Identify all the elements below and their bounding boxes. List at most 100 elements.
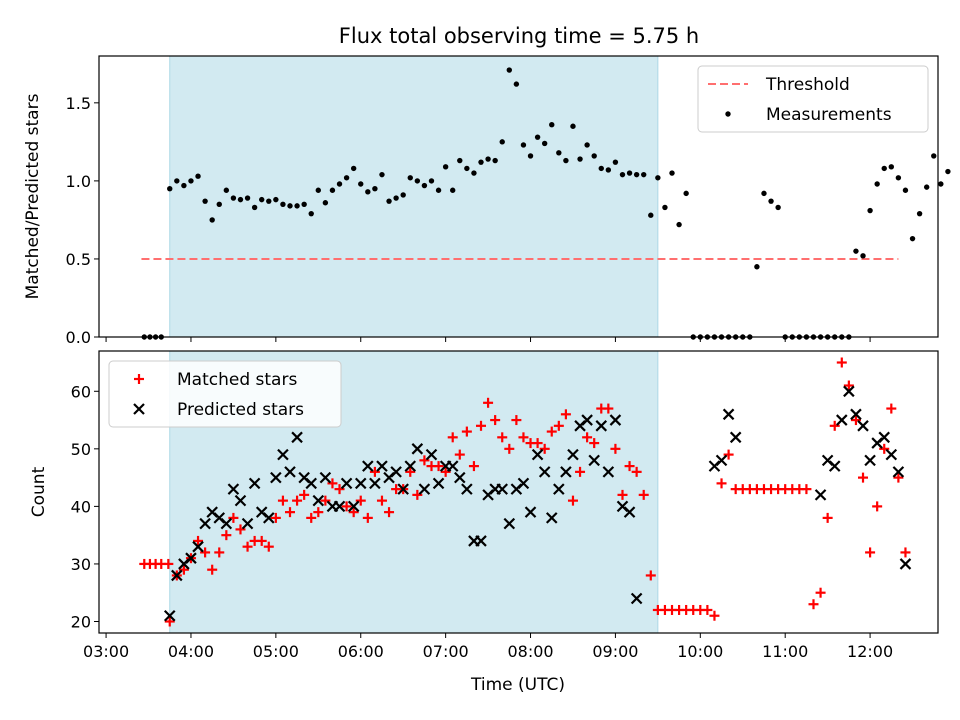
data-point <box>483 397 494 408</box>
data-point <box>900 547 911 558</box>
data-point <box>251 204 258 211</box>
data-point <box>582 432 593 443</box>
data-point <box>623 506 636 518</box>
data-point <box>761 190 767 197</box>
data-point <box>174 178 180 184</box>
data-point <box>538 466 551 478</box>
data-point <box>683 190 689 197</box>
data-point <box>850 415 861 426</box>
data-point <box>428 178 435 184</box>
data-point <box>244 195 251 201</box>
data-point <box>192 540 204 553</box>
series-matched-stars <box>139 357 911 627</box>
x-tick-label: 03:00 <box>83 642 129 661</box>
data-point <box>320 495 331 506</box>
data-point <box>609 414 622 426</box>
data-point <box>563 157 569 164</box>
data-point <box>386 198 392 204</box>
data-point <box>567 448 579 461</box>
data-point <box>655 175 661 181</box>
data-point <box>221 530 232 541</box>
data-point <box>447 432 458 443</box>
legend-label: Predicted stars <box>177 400 304 420</box>
data-point <box>534 134 541 140</box>
data-point <box>379 171 385 178</box>
data-point <box>329 187 336 193</box>
data-point <box>171 569 183 582</box>
data-point <box>886 403 897 414</box>
data-point <box>499 139 505 145</box>
data-point <box>874 181 880 187</box>
data-point <box>902 187 909 193</box>
data-point <box>435 187 442 193</box>
y-axis-label: Count <box>29 466 49 517</box>
data-point <box>454 471 466 484</box>
data-point <box>397 483 409 495</box>
data-point <box>235 524 246 535</box>
data-point <box>277 495 288 506</box>
data-point <box>393 195 399 201</box>
data-point <box>624 461 635 472</box>
data-point <box>237 196 244 203</box>
data-point <box>414 178 421 184</box>
data-point <box>619 171 626 178</box>
data-point <box>729 431 742 444</box>
data-point <box>355 495 366 506</box>
data-point <box>570 123 576 129</box>
data-point <box>709 610 720 621</box>
data-point <box>577 156 583 162</box>
data-point <box>517 477 530 490</box>
data-point <box>242 541 253 552</box>
data-point <box>638 489 649 500</box>
series-predicted-stars <box>163 385 912 622</box>
data-point <box>836 414 848 426</box>
legend-box <box>697 65 929 133</box>
data-point <box>775 204 781 211</box>
data-point <box>899 558 912 570</box>
data-point <box>893 472 904 483</box>
data-point <box>450 187 456 193</box>
data-point <box>327 478 338 489</box>
data-point <box>412 489 423 500</box>
legend-swatch <box>725 111 731 117</box>
data-point <box>496 483 509 495</box>
data-point <box>567 495 578 506</box>
data-point <box>931 153 937 159</box>
data-point <box>541 140 548 147</box>
data-point <box>545 512 558 524</box>
data-point <box>376 495 387 506</box>
data-point <box>432 477 445 490</box>
x-tick-label: 06:00 <box>338 642 384 661</box>
data-point <box>589 438 600 449</box>
data-point <box>223 187 230 193</box>
data-point <box>553 420 564 431</box>
data-point <box>440 466 451 477</box>
data-point <box>354 477 367 490</box>
data-point <box>384 507 395 518</box>
data-point <box>241 517 254 530</box>
data-point <box>163 609 176 622</box>
data-point <box>164 616 175 627</box>
data-point <box>532 438 543 449</box>
data-point <box>892 466 905 478</box>
data-point <box>475 535 487 547</box>
y-tick-label: 20 <box>71 612 91 631</box>
data-point <box>220 517 233 530</box>
data-point <box>595 420 608 432</box>
y-tick-label: 30 <box>71 555 91 574</box>
data-point <box>256 535 267 546</box>
data-point <box>291 431 303 444</box>
data-point <box>754 264 760 270</box>
y-tick-label: 1.0 <box>66 172 91 191</box>
data-point <box>425 448 438 461</box>
y-tick-label: 0.5 <box>66 250 91 269</box>
data-point <box>843 385 855 398</box>
data-point <box>350 165 357 172</box>
data-point <box>322 200 329 206</box>
data-point <box>612 159 619 165</box>
data-point <box>864 454 876 467</box>
data-point <box>888 164 895 170</box>
data-point <box>199 517 211 530</box>
data-point <box>715 454 728 467</box>
plot-frame <box>98 350 939 634</box>
